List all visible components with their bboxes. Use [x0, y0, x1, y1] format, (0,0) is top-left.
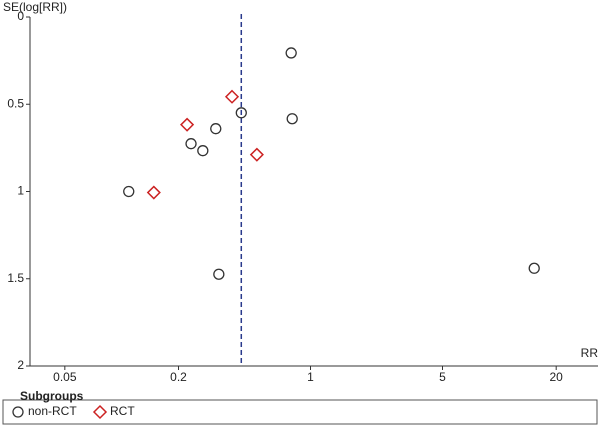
point: [224, 89, 240, 104]
point: [197, 145, 209, 157]
y-tick-label: 1: [17, 184, 24, 198]
legend-label: RCT: [110, 404, 135, 418]
y-axis-label: SE(log[RR]): [3, 0, 67, 14]
x-tick-label: 20: [550, 370, 564, 384]
point: [249, 147, 264, 162]
point: [123, 185, 135, 198]
y-tick-label: 2: [17, 358, 24, 372]
legend-label: non-RCT: [28, 404, 77, 418]
point: [286, 113, 298, 125]
point: [213, 268, 225, 280]
x-axis-label: RR: [581, 346, 599, 360]
point: [210, 123, 222, 135]
legend-marker: [12, 406, 24, 418]
point: [146, 185, 161, 200]
point: [185, 138, 197, 150]
x-tick-label: 5: [439, 370, 446, 384]
x-tick-label: 0.05: [53, 370, 77, 384]
x-tick-label: 1: [307, 370, 314, 384]
y-tick-label: 0.5: [7, 96, 24, 110]
point: [180, 117, 195, 132]
y-tick-label: 0: [17, 9, 24, 23]
y-tick-label: 1.5: [7, 271, 24, 285]
point: [285, 47, 297, 59]
point: [528, 262, 540, 274]
legend-title: Subgroups: [20, 389, 84, 403]
point: [235, 107, 247, 119]
x-tick-label: 0.2: [170, 370, 187, 384]
legend-box: [2, 399, 598, 425]
legend-marker: [92, 404, 108, 420]
